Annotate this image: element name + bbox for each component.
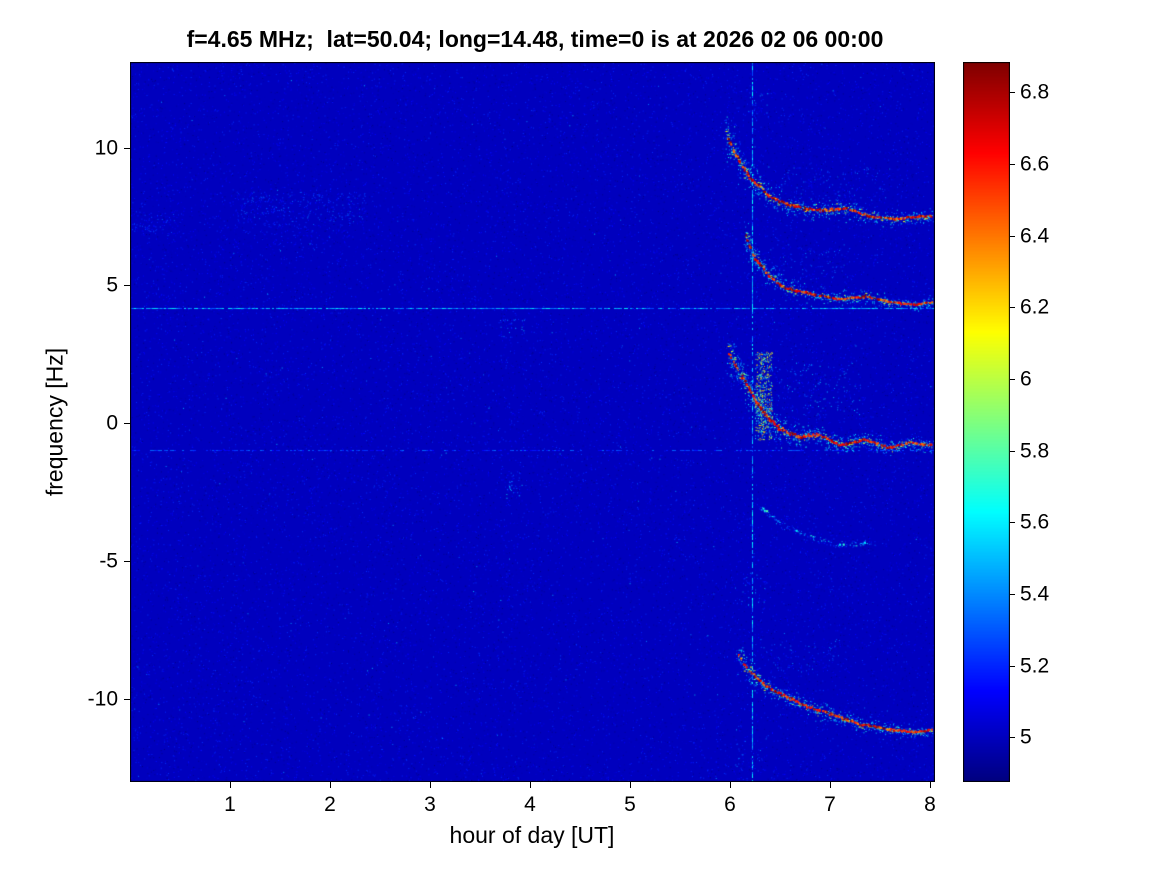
y-axis-label: frequency [Hz] [41,347,68,497]
x-tick-mark [230,782,231,788]
colorbar-tick-label: 6 [1020,367,1032,391]
y-tick-label: 0 [106,411,118,435]
y-tick-label: 10 [94,136,118,160]
x-tick-mark [930,782,931,788]
spectrogram-canvas [130,62,935,782]
y-tick-mark [124,561,130,563]
x-tick-label: 1 [224,793,236,816]
x-tick-mark [830,782,831,788]
colorbar-tick-mark [1010,665,1015,667]
x-tick-label: 8 [924,793,936,816]
x-tick-label: 7 [824,793,836,816]
colorbar-tick-mark [1010,450,1015,452]
colorbar [963,62,1010,782]
x-tick-label: 5 [624,793,636,816]
colorbar-tick-mark [1010,307,1015,309]
x-tick-mark [630,782,631,788]
x-tick-label: 4 [524,793,536,816]
colorbar-tick-label: 6.2 [1020,295,1050,319]
y-tick-label: 5 [106,273,118,297]
colorbar-tick-label: 5 [1020,725,1032,749]
x-tick-mark [330,782,331,788]
y-tick-mark [124,699,130,701]
colorbar-tick-label: 6.8 [1020,80,1050,104]
colorbar-tick-label: 5.2 [1020,654,1050,678]
x-tick-label: 3 [424,793,436,816]
y-tick-mark [124,147,130,149]
colorbar-tick-label: 5.6 [1020,510,1050,534]
colorbar-tick-mark [1010,737,1015,739]
chart-title: f=4.65 MHz; lat=50.04; long=14.48, time=… [186,26,884,52]
x-axis-label: hour of day [UT] [449,822,615,848]
x-tick-mark [530,782,531,788]
y-tick-mark [124,285,130,287]
colorbar-tick-mark [1010,235,1015,237]
colorbar-tick-mark [1010,379,1015,380]
colorbar-tick-mark [1010,522,1015,524]
x-tick-label: 6 [724,793,736,816]
y-tick-label: -10 [87,687,118,711]
x-tick-label: 2 [324,793,336,816]
colorbar-tick-label: 5.4 [1020,582,1050,606]
colorbar-tick-label: 5.8 [1020,439,1050,463]
colorbar-tick-label: 6.4 [1020,224,1050,248]
colorbar-tick-mark [1010,164,1015,166]
x-tick-mark [730,782,731,788]
colorbar-tick-label: 6.6 [1020,152,1050,176]
y-tick-label: -5 [99,549,118,573]
y-tick-mark [124,423,130,425]
x-tick-mark [430,782,431,788]
colorbar-tick-mark [1010,92,1015,94]
colorbar-tick-mark [1010,593,1015,595]
